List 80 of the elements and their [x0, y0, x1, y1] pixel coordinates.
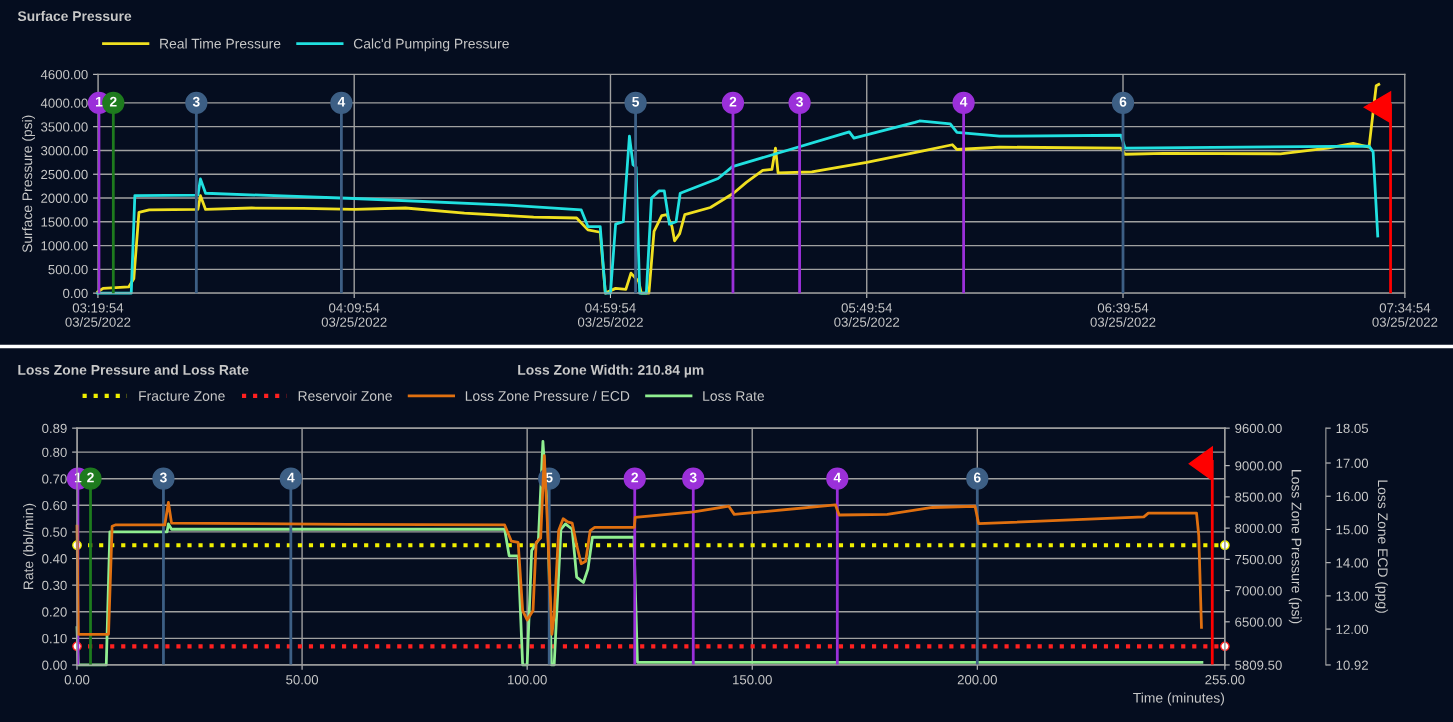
- y-tick-label: 0.50: [42, 527, 67, 537]
- line-series: [75, 454, 1203, 636]
- legend-label: Loss Zone Pressure / ECD: [465, 390, 630, 401]
- annotation: 4: [833, 472, 842, 483]
- y-tick-label: 0.00: [42, 660, 67, 670]
- annotation: 1: [95, 96, 103, 107]
- y2-tick-label: 8000.00: [1235, 523, 1282, 534]
- annotation: 3: [192, 96, 200, 107]
- annotation: 3: [796, 96, 803, 107]
- x-tick-label: 03:19:54 03/25/2022: [65, 303, 131, 327]
- y2-axis-title: Loss Zone Pressure (psi): [1288, 470, 1302, 624]
- y3-tick-label: 14.00: [1336, 558, 1369, 568]
- y3-tick-label: 13.00: [1336, 591, 1369, 601]
- x-tick-label: 100.00: [507, 675, 547, 685]
- y-tick-label: 1500.00: [41, 217, 88, 227]
- legend-label: Loss Rate: [703, 391, 765, 401]
- chart-subtitle: Loss Zone Width: 210.84 µm: [518, 364, 704, 378]
- legend-label: Fracture Zone: [139, 391, 225, 401]
- annotation: 6: [973, 472, 981, 483]
- y-tick-label: 0.89: [42, 423, 67, 434]
- y-axis-title: Surface Pressure (psi): [22, 115, 35, 253]
- x-tick-label: 255.00: [1205, 675, 1245, 685]
- y-tick-label: 0.10: [42, 633, 67, 644]
- y3-tick-label: 16.00: [1336, 491, 1369, 502]
- annotation: 4: [287, 472, 295, 483]
- y-tick-label: 0.30: [42, 580, 67, 591]
- y-tick-label: 3000.00: [41, 146, 88, 156]
- y-tick-label: 2000.00: [41, 193, 88, 203]
- legend-label: Reservoir Zone: [298, 390, 392, 401]
- y3-axis-title: Loss Zone ECD (ppg): [1375, 480, 1389, 613]
- y2-tick-label: 7500.00: [1235, 554, 1282, 565]
- x-tick-label: 50.00: [286, 675, 319, 685]
- annotation: 2: [631, 472, 639, 483]
- y3-tick-label: 12.00: [1336, 624, 1369, 634]
- y2-tick-label: 5809.50: [1235, 660, 1282, 670]
- x-tick-label: 04:09:54 03/25/2022: [321, 303, 387, 327]
- y-axis-title: Rate (bbl/min): [23, 503, 37, 590]
- x-tick-label: 07:34:54 03/25/2022: [1372, 303, 1438, 327]
- y-tick-label: 0.70: [42, 474, 67, 484]
- y-tick-label: 2500.00: [41, 169, 88, 180]
- chart-title: Surface Pressure: [17, 10, 132, 22]
- annotation: 2: [87, 472, 94, 483]
- annotation: 3: [159, 472, 167, 483]
- y-tick-label: 3500.00: [41, 122, 88, 132]
- y-tick-label: 0.20: [42, 607, 67, 617]
- y-tick-label: 0.80: [42, 447, 67, 457]
- x-tick-label: 200.00: [957, 675, 997, 685]
- y2-tick-label: 7000.00: [1235, 586, 1282, 596]
- chart-title: Loss Zone Pressure and Loss Rate: [18, 364, 249, 375]
- x-tick-label: 06:39:54 03/25/2022: [1090, 303, 1156, 327]
- y-tick-label: 4000.00: [40, 98, 88, 108]
- y3-tick-label: 18.05: [1336, 423, 1369, 434]
- y2-tick-label: 8500.00: [1235, 492, 1282, 502]
- legend-label: Calc'd Pumping Pressure: [353, 38, 509, 52]
- legend-label: Real Time Pressure: [160, 38, 281, 49]
- annotation: 5: [632, 96, 640, 107]
- x-tick-label: 150.00: [733, 675, 772, 685]
- y-tick-label: 0.60: [42, 500, 67, 511]
- y-tick-label: 1000.00: [41, 241, 88, 251]
- annotation: 2: [729, 96, 737, 107]
- y3-tick-label: 10.92: [1336, 660, 1368, 670]
- annotation: 2: [109, 96, 117, 107]
- x-axis-title: Time (minutes): [1133, 692, 1225, 706]
- annotation: 3: [689, 472, 697, 483]
- y-tick-label: 0.40: [42, 554, 67, 564]
- y2-tick-label: 9000.00: [1235, 461, 1282, 471]
- annotation: 5: [545, 472, 553, 483]
- annotation: 4: [337, 96, 346, 107]
- x-tick-label: 05:49:54 03/25/2022: [834, 303, 900, 327]
- y2-tick-label: 6500.00: [1235, 617, 1282, 627]
- y-tick-label: 500.00: [48, 264, 88, 275]
- annotation: 6: [1119, 96, 1127, 107]
- line-series: [96, 119, 1380, 295]
- annotation: 4: [959, 96, 968, 107]
- y3-tick-label: 15.00: [1336, 525, 1369, 535]
- x-tick-label: 04:59:54 03/25/2022: [577, 303, 643, 327]
- y3-tick-label: 17.00: [1336, 458, 1369, 468]
- y-tick-label: 4600.00: [40, 69, 88, 80]
- y2-tick-label: 9600.00: [1235, 423, 1282, 434]
- y-tick-label: 0.00: [63, 288, 88, 299]
